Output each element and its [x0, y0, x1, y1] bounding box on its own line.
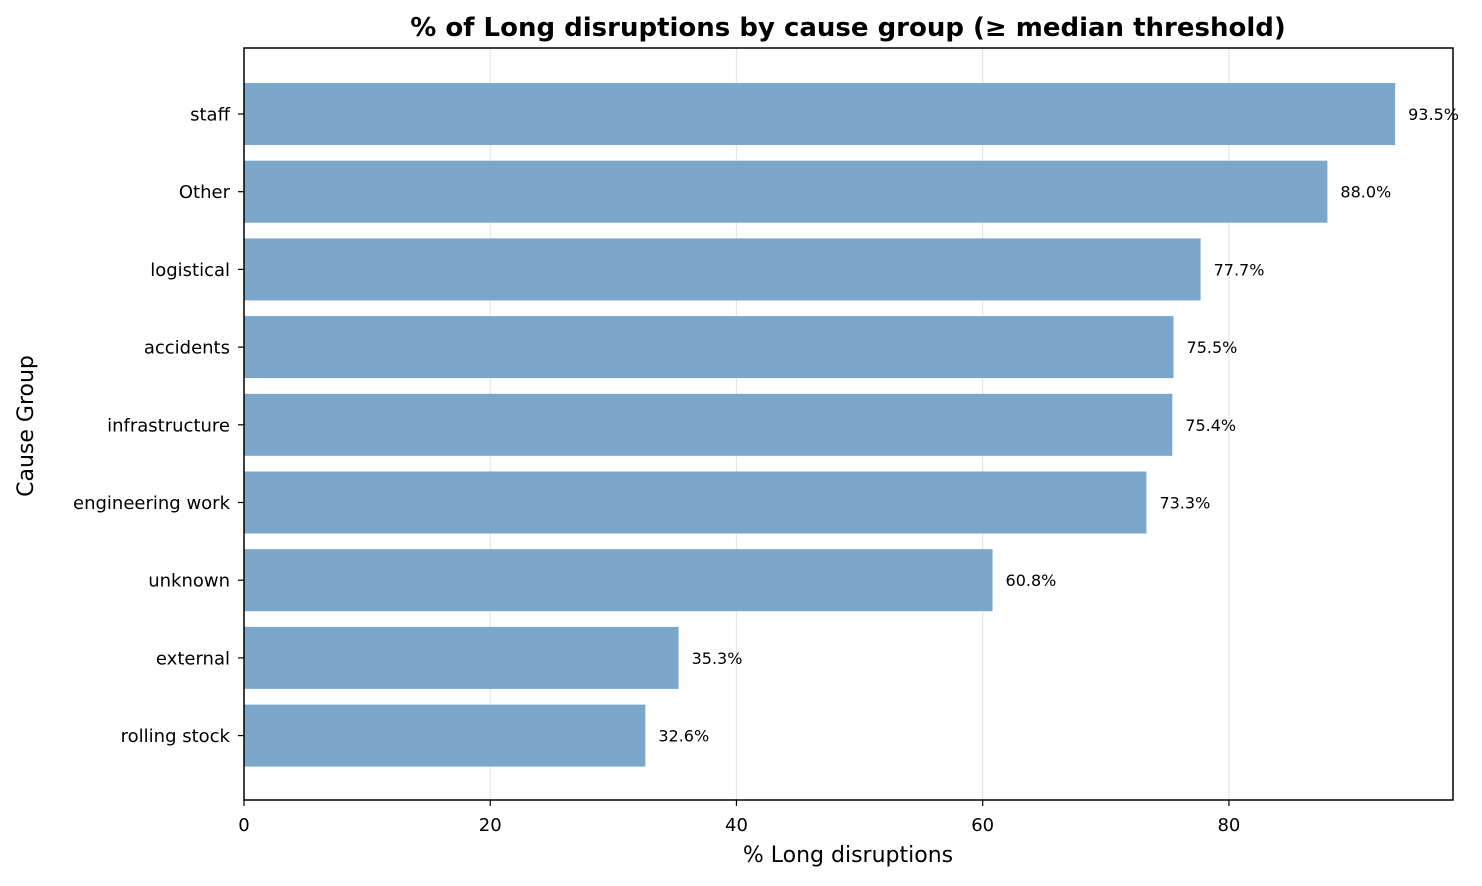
bar-logistical	[244, 238, 1201, 301]
y-tick-label: rolling stock	[121, 726, 231, 747]
bar-value-label: 60.8%	[1006, 571, 1057, 590]
y-tick-label: staff	[190, 105, 230, 126]
y-axis-label: Cause Group	[14, 355, 39, 497]
y-tick-label: unknown	[148, 571, 230, 592]
bar-other	[244, 160, 1328, 223]
bar-rolling-stock	[244, 704, 646, 767]
bar-value-label: 93.5%	[1408, 105, 1459, 124]
y-tick-label: external	[156, 648, 230, 669]
bar-engineering-work	[244, 471, 1147, 534]
bar-accidents	[244, 316, 1174, 379]
x-tick-label: 0	[238, 815, 249, 836]
bar-external	[244, 626, 679, 689]
y-tick-label: Other	[179, 182, 231, 203]
value-labels-layer: 93.5% 88.0% 77.7% 75.5% 75.4% 73.3% 60.8% 35.3%…	[658, 105, 1459, 746]
y-tick-label: infrastructure	[107, 415, 230, 436]
y-tick-label: engineering work	[73, 493, 231, 514]
x-tick-label: 80	[1217, 815, 1240, 836]
bar-value-label: 77.7%	[1214, 260, 1265, 279]
y-tick-label: logistical	[150, 260, 230, 281]
bar-value-label: 75.4%	[1185, 416, 1236, 435]
x-tick-label: 40	[725, 815, 748, 836]
x-tick-label: 20	[479, 815, 502, 836]
x-tick-label: 60	[971, 815, 994, 836]
y-tick-label: accidents	[144, 338, 230, 359]
bar-value-label: 73.3%	[1159, 494, 1210, 513]
ticks-layer: 0 20 40 60 80 staff Other logistical accidents in…	[73, 105, 1240, 837]
plot-frame	[243, 47, 1454, 801]
bar-value-label: 35.3%	[692, 649, 743, 668]
chart-title: % of Long disruptions by cause group (≥ …	[410, 13, 1286, 43]
bars-layer	[244, 83, 1396, 767]
bar-unknown	[244, 549, 993, 612]
bar-staff	[244, 83, 1396, 145]
bar-value-label: 75.5%	[1187, 338, 1238, 357]
bar-value-label: 32.6%	[658, 727, 709, 746]
bar-value-label: 88.0%	[1340, 183, 1391, 202]
bar-infrastructure	[244, 393, 1173, 456]
x-axis-label: % Long disruptions	[743, 843, 953, 868]
